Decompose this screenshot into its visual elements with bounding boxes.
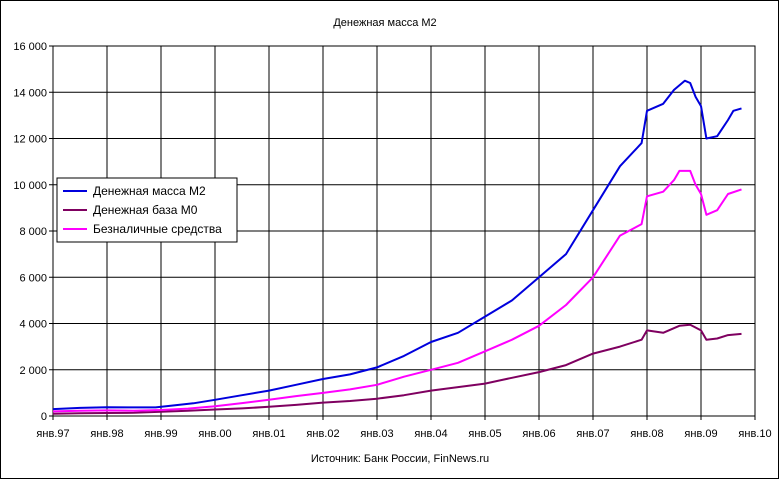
legend-entry: Денежная база М0 bbox=[93, 203, 198, 217]
legend: Денежная масса М2 Денежная база М0 Безнали… bbox=[56, 177, 238, 243]
x-tick-label: янв.01 bbox=[252, 428, 285, 440]
y-tick-label: 2 000 bbox=[19, 365, 47, 377]
x-axis: янв.97 янв.98 янв.99 янв.00 янв.01 янв.02 янв.… bbox=[36, 416, 772, 440]
series-line-2 bbox=[52, 169, 742, 413]
x-tick-label: янв.10 bbox=[738, 428, 771, 440]
x-tick-label: янв.00 bbox=[198, 428, 231, 440]
x-tick-label: янв.05 bbox=[468, 428, 501, 440]
x-tick-label: янв.04 bbox=[414, 428, 447, 440]
series-line-1 bbox=[52, 323, 742, 415]
x-tick-label: янв.09 bbox=[684, 428, 717, 440]
x-tick-label: янв.97 bbox=[36, 428, 69, 440]
y-tick-label: 8 000 bbox=[19, 226, 47, 238]
legend-entry: Денежная масса М2 bbox=[93, 184, 206, 198]
x-tick-label: янв.02 bbox=[306, 428, 339, 440]
x-tick-label: янв.08 bbox=[630, 428, 663, 440]
y-tick-label: 14 000 bbox=[13, 87, 47, 99]
chart-title: Денежная масса М2 bbox=[333, 17, 436, 29]
series-lines bbox=[52, 79, 742, 415]
y-tick-label: 6 000 bbox=[19, 272, 47, 284]
y-tick-label: 12 000 bbox=[13, 134, 47, 146]
chart-source: Источник: Банк России, FinNews.ru bbox=[311, 453, 489, 465]
x-tick-label: янв.03 bbox=[360, 428, 393, 440]
series-line-0 bbox=[52, 79, 742, 411]
x-tick-label: янв.07 bbox=[576, 428, 609, 440]
y-tick-label: 16 000 bbox=[13, 41, 47, 53]
y-tick-label: 0 bbox=[41, 411, 47, 423]
x-tick-label: янв.98 bbox=[90, 428, 123, 440]
x-tick-label: янв.06 bbox=[522, 428, 555, 440]
legend-entry: Безналичные средства bbox=[93, 222, 222, 236]
y-tick-label: 10 000 bbox=[13, 180, 47, 192]
y-axis: 0 2 000 4 000 6 000 8 000 10 000 12 000 14 000 1… bbox=[13, 41, 53, 423]
y-tick-label: 4 000 bbox=[19, 319, 47, 331]
x-tick-label: янв.99 bbox=[144, 428, 177, 440]
